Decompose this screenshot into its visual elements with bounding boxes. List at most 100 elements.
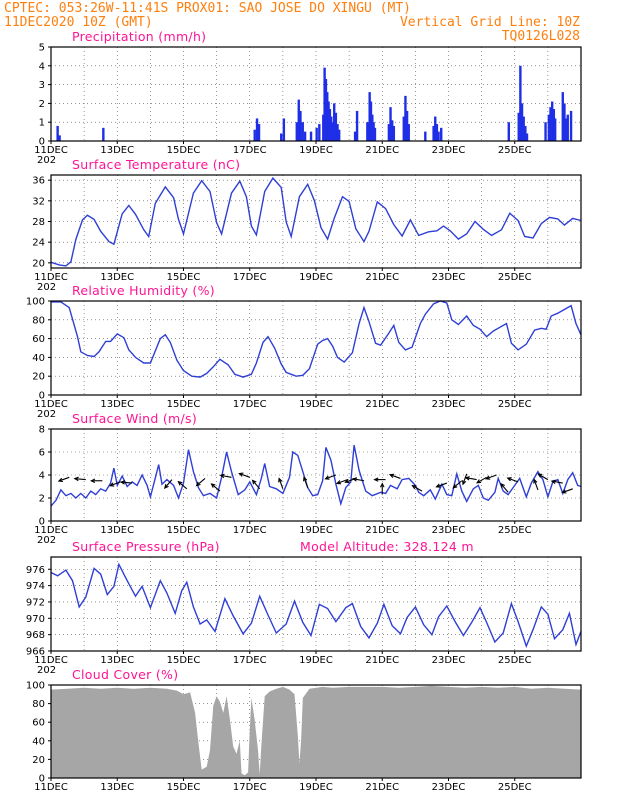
- wind-arrow-head: [303, 476, 308, 482]
- wind-arrow: [452, 480, 463, 489]
- x-tick-label: 21DEC: [365, 399, 399, 410]
- wind-arrow-head: [163, 483, 169, 489]
- precip-bar: [440, 127, 443, 141]
- precip-bar: [330, 116, 333, 141]
- wind-arrow-head: [373, 477, 379, 482]
- x-tick-label: 23DEC: [432, 655, 466, 666]
- precip-bar: [564, 118, 568, 141]
- y-tick-label: 4: [39, 61, 45, 72]
- panel-wind: 0 2 4 6 8 Surface Wind (m/s) 11DEC 13DEC 15DEC 17…: [34, 411, 582, 546]
- wind-arrow-head: [411, 484, 417, 490]
- precip-bar: [303, 131, 307, 141]
- panel-title: Cloud Cover (%): [72, 667, 178, 682]
- precip-bar: [553, 118, 557, 141]
- x-tick-label: 19DEC: [299, 145, 333, 156]
- x-tick-label: 23DEC: [432, 272, 466, 283]
- y-tick-label: 974: [26, 581, 45, 592]
- x-year-fragment: 202: [37, 665, 56, 676]
- panel-frame: [50, 556, 582, 652]
- wind-arrow: [500, 482, 509, 493]
- wind-arrow-head: [388, 473, 395, 478]
- panel-title: Surface Temperature (nC): [72, 157, 240, 172]
- wind-arrow-shaft: [436, 482, 448, 488]
- x-tick-label: 15DEC: [167, 525, 201, 536]
- header-model-id: TQ0126L028: [502, 29, 580, 44]
- x-tick-label: 17DEC: [233, 782, 267, 793]
- panel-title: Precipitation (mm/h): [72, 29, 206, 44]
- y-tick-label: 8: [39, 425, 45, 436]
- x-tick-label: 21DEC: [365, 655, 399, 666]
- y-tick-label: 4: [39, 471, 45, 482]
- y-tick-label: 20: [32, 755, 45, 766]
- precip-bar: [324, 78, 328, 141]
- wind-arrow: [485, 474, 497, 480]
- wind-arrow: [177, 480, 188, 490]
- x-tick-label: 17DEC: [233, 399, 267, 410]
- header-run-date: 11DEC2020 10Z (GMT): [4, 15, 153, 30]
- precip-bar: [318, 124, 321, 141]
- y-tick-label: 968: [26, 630, 45, 641]
- wind-arrow-shaft: [562, 488, 573, 494]
- x-tick-label: 13DEC: [100, 399, 134, 410]
- wind-arrow-shaft: [462, 473, 468, 485]
- x-tick-label: 23DEC: [432, 782, 466, 793]
- y-tick-label: 5: [39, 43, 45, 54]
- wind-arrow-head: [435, 483, 441, 488]
- wind-arrow-head: [278, 477, 283, 483]
- wind-arrow: [73, 476, 86, 482]
- x-tick-label: 11DEC: [34, 655, 68, 666]
- precip-bar: [301, 122, 304, 141]
- x-tick-label: 23DEC: [432, 145, 466, 156]
- wind-arrow-head: [533, 478, 538, 484]
- precip-bar: [334, 112, 338, 141]
- wind-arrow-shaft: [164, 479, 173, 489]
- precip-bar: [392, 125, 396, 141]
- wind-series-line: [50, 444, 582, 507]
- precip-bar: [56, 125, 59, 141]
- wind-arrow: [464, 476, 477, 481]
- x-tick-label: 13DEC: [100, 655, 134, 666]
- x-year-fragment: 202: [37, 155, 56, 166]
- y-tick-label: 28: [32, 217, 45, 228]
- x-tick-label: 19DEC: [299, 399, 333, 410]
- y-tick-label: 2: [39, 494, 45, 505]
- y-tick-label: 36: [32, 176, 45, 187]
- wind-arrow: [373, 477, 386, 482]
- wind-arrow-head: [537, 473, 543, 478]
- wind-arrow-head: [452, 483, 458, 489]
- x-tick-label: 11DEC: [34, 272, 68, 283]
- wind-arrow: [476, 476, 487, 484]
- precip-bar: [295, 122, 298, 141]
- header-grid-info: Vertical Grid Line: 10Z: [400, 15, 580, 30]
- precip-bar: [522, 116, 525, 141]
- precip-bar: [507, 122, 510, 141]
- pressure-series-line: [50, 562, 582, 649]
- y-tick-label: 20: [32, 258, 45, 269]
- wind-arrow-head: [219, 473, 225, 479]
- precip-bar: [402, 116, 405, 141]
- x-tick-label: 23DEC: [432, 525, 466, 536]
- precip-bar: [424, 131, 427, 141]
- y-tick-label: 20: [32, 372, 45, 383]
- x-tick-label: 15DEC: [167, 399, 201, 410]
- wind-arrow-head: [344, 478, 350, 484]
- panel-cloud: 0 20 40 60 80 100 Cloud Cover (%) 11DEC 13DEC 15D…: [26, 667, 582, 793]
- y-tick-label: 100: [26, 681, 45, 692]
- wind-arrow-shaft: [211, 483, 221, 492]
- wind-arrow: [251, 479, 261, 490]
- y-tick-label: 32: [32, 196, 45, 207]
- precip-bar: [569, 110, 573, 141]
- wind-arrow-head: [195, 481, 201, 487]
- wind-arrow-shaft: [178, 481, 188, 490]
- wind-arrow-shaft: [278, 478, 284, 489]
- x-tick-label: 21DEC: [365, 782, 399, 793]
- wind-arrow: [561, 488, 573, 494]
- precip-bar: [326, 92, 329, 141]
- x-year-fragment: 202: [37, 282, 56, 293]
- wind-arrow: [537, 473, 549, 481]
- y-tick-label: 24: [32, 238, 45, 249]
- wind-arrow-shaft: [551, 480, 563, 484]
- precip-bar: [561, 92, 564, 141]
- wind-arrow: [219, 473, 232, 479]
